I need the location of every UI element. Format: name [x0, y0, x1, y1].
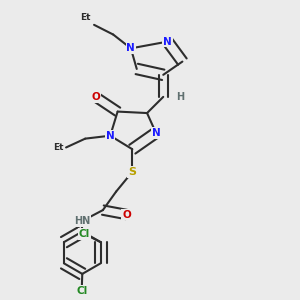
Text: N: N: [163, 37, 172, 46]
Text: N: N: [152, 128, 160, 138]
Text: O: O: [91, 92, 100, 102]
Text: HN: HN: [74, 216, 90, 226]
Text: Cl: Cl: [76, 286, 87, 296]
Text: Et: Et: [52, 143, 63, 152]
Text: Et: Et: [81, 13, 91, 22]
Text: N: N: [127, 44, 135, 53]
Text: S: S: [128, 167, 136, 177]
Text: Cl: Cl: [79, 229, 90, 239]
Text: N: N: [106, 131, 115, 141]
Text: H: H: [176, 92, 184, 102]
Text: O: O: [122, 209, 131, 220]
